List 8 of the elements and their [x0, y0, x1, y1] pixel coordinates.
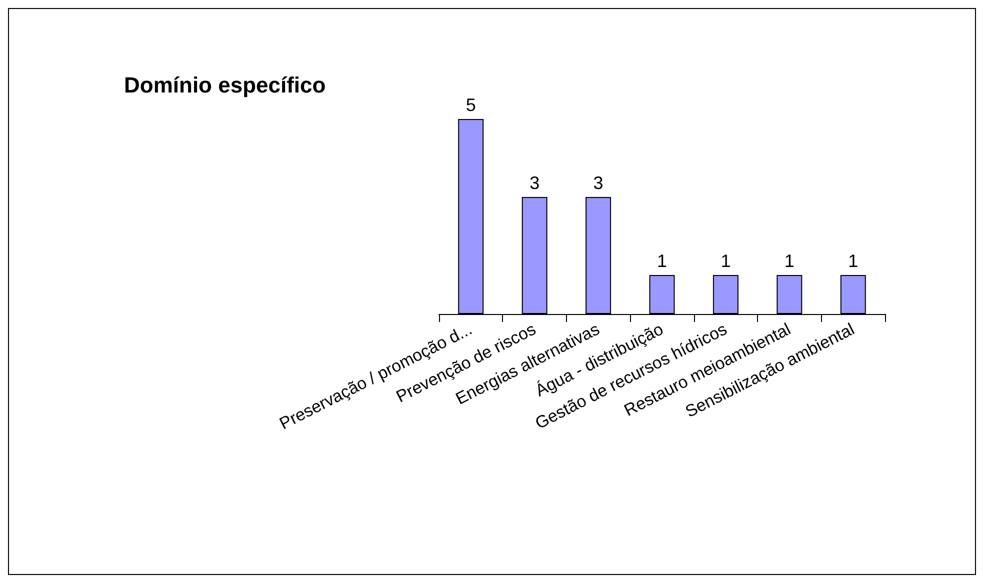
data-label: 5 [466, 95, 476, 115]
data-label: 3 [530, 173, 540, 193]
data-label: 1 [720, 251, 731, 271]
data-label: 1 [848, 251, 858, 271]
data-label: 3 [593, 173, 604, 193]
data-label: 1 [656, 251, 668, 271]
text: Domínio específico [124, 72, 326, 98]
data-label: 1 [784, 251, 794, 271]
